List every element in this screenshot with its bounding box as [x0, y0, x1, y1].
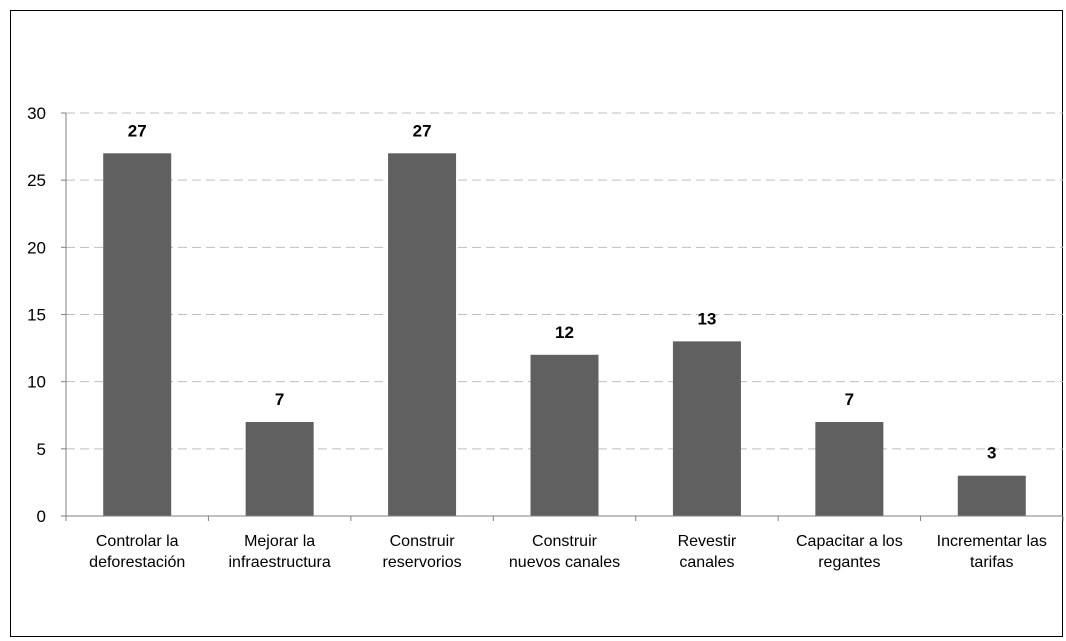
- bars: [103, 153, 1026, 517]
- y-tick-label: 15: [27, 306, 46, 325]
- bar: [103, 153, 172, 517]
- x-category-label-line: Controlar la: [96, 533, 179, 550]
- y-tick-label: 30: [27, 104, 46, 123]
- bar: [388, 153, 457, 517]
- data-label: 27: [413, 121, 432, 140]
- y-tick-label: 20: [27, 238, 46, 257]
- x-category-label-line: nuevos canales: [509, 554, 620, 571]
- x-category-label: Construir nuevos canales: [509, 533, 620, 571]
- x-category-label-line: Construir: [532, 533, 598, 550]
- x-category-label: Capacitar a los regantes: [796, 533, 903, 571]
- x-category-label-line: deforestación: [89, 554, 185, 571]
- y-tick-label: 0: [37, 507, 46, 526]
- labels: 0 5 10 15 20 25 30 27 Controlar la deforestación 7…: [27, 104, 1047, 571]
- bar: [530, 354, 599, 516]
- x-category-label-line: infraestructura: [229, 554, 331, 571]
- x-category-label: Construir reservorios: [383, 533, 462, 571]
- y-tick-label: 10: [27, 373, 46, 392]
- x-category-label: Revestir canales: [678, 533, 737, 571]
- x-category-label-line: regantes: [818, 554, 880, 571]
- bar: [815, 421, 884, 516]
- x-category-label-line: Mejorar la: [244, 533, 315, 550]
- x-category-label-line: Capacitar a los: [796, 533, 903, 550]
- x-category-label: Incrementar las tarifas: [937, 533, 1047, 571]
- x-category-label: Mejorar la infraestructura: [229, 533, 331, 571]
- y-tick-label: 5: [37, 440, 46, 459]
- data-label: 12: [555, 323, 574, 342]
- y-tick-label: 25: [27, 171, 46, 190]
- bar: [672, 341, 741, 516]
- x-category-label-line: canales: [679, 554, 734, 571]
- data-label: 7: [845, 390, 854, 409]
- x-category-label-line: Construir: [390, 533, 456, 550]
- data-label: 13: [697, 309, 716, 328]
- x-category-label: Controlar la deforestación: [89, 533, 185, 571]
- x-category-label-line: Incrementar las: [937, 533, 1047, 550]
- x-category-label-line: reservorios: [383, 554, 462, 571]
- bar: [957, 475, 1026, 516]
- bar: [245, 421, 314, 516]
- chart-frame: [10, 10, 1063, 637]
- data-label: 3: [987, 444, 996, 463]
- data-label: 7: [275, 390, 284, 409]
- x-category-label-line: tarifas: [970, 554, 1014, 571]
- axes: [61, 112, 1064, 521]
- data-label: 27: [128, 121, 147, 140]
- x-category-label-line: Revestir: [678, 533, 737, 550]
